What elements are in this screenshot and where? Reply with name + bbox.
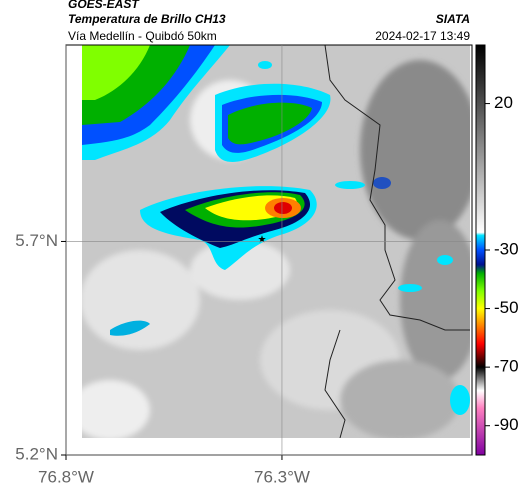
source: GOES-EAST — [68, 0, 140, 11]
colorbar-tick-label: 20 — [494, 93, 513, 112]
x-tick-label: 76.8°W — [38, 467, 94, 486]
satellite-image: ★ — [82, 45, 470, 438]
agency: SIATA — [436, 12, 470, 26]
colorbar-tick-label: -90 — [494, 415, 519, 434]
colorbar-tick-label: -70 — [494, 357, 519, 376]
x-tick-label: 76.3°W — [254, 467, 310, 486]
city-marker: ★ — [258, 235, 267, 246]
datetime: 2024-02-17 13:49 — [375, 29, 470, 43]
y-tick-label: 5.7°N — [15, 231, 58, 250]
title: Temperatura de Brillo CH13 — [68, 12, 226, 26]
y-tick-label: 5.2°N — [15, 444, 58, 463]
colorbar — [475, 44, 486, 456]
colorbar-tick-label: -50 — [494, 298, 519, 317]
subtitle: Vía Medellín - Quibdó 50km — [68, 29, 217, 43]
colorbar-tick-label: -30 — [494, 239, 519, 258]
